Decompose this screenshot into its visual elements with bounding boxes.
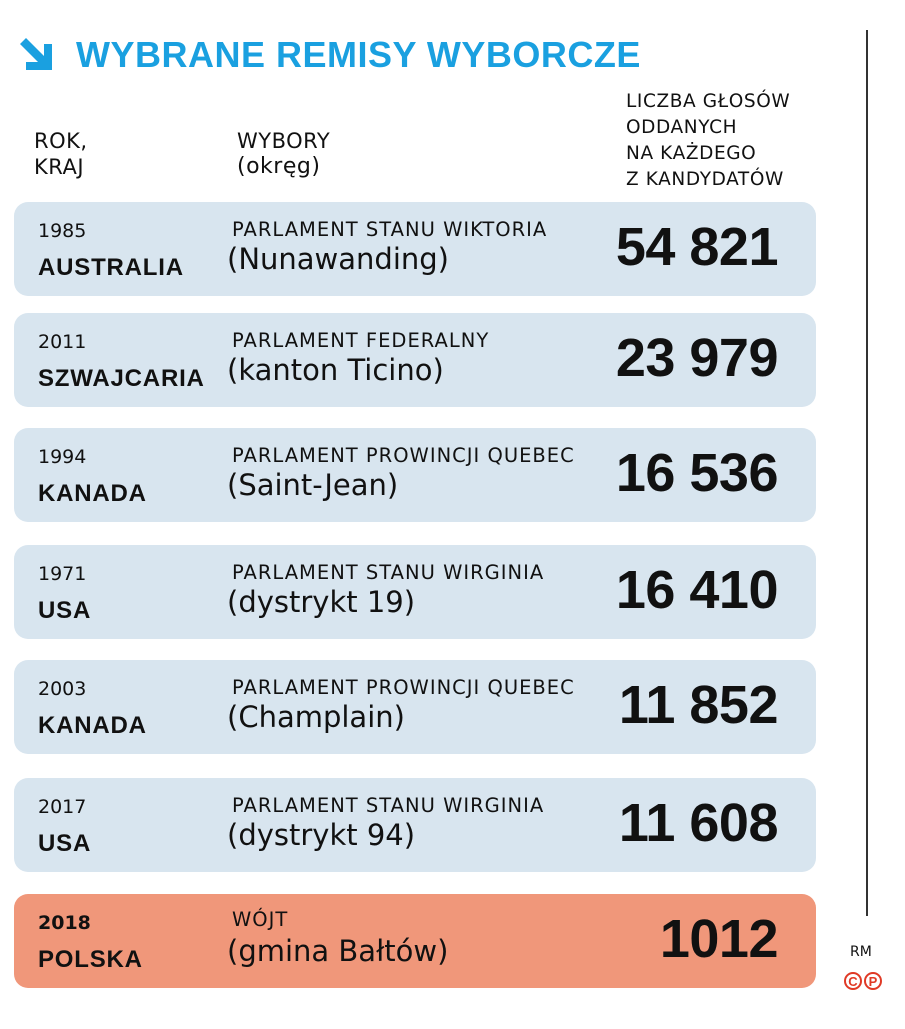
row-country: POLSKA — [38, 946, 143, 973]
row-district: (dystrykt 94) — [227, 818, 416, 852]
row-year: 2003 — [38, 678, 87, 700]
header-rok: ROK, — [34, 129, 88, 153]
row-district: (kanton Ticino) — [227, 353, 444, 387]
row-district: (gmina Bałtów) — [227, 934, 449, 968]
row-votes: 16 536 — [615, 443, 779, 503]
row-election: PARLAMENT STANU WIRGINIA — [232, 794, 545, 817]
row-year: 2011 — [38, 331, 87, 353]
header-rok-kraj: ROK, KRAJ — [34, 128, 88, 180]
table-row: 1994 KANADA PARLAMENT PROWINCJI QUEBEC (… — [14, 428, 816, 522]
row-country: SZWAJCARIA — [38, 365, 205, 392]
row-votes: 11 608 — [618, 793, 779, 853]
row-year: 1985 — [38, 220, 87, 242]
header-liczba: LICZBA GŁOSÓW ODDANYCH NA KAŻDEGO Z KAND… — [626, 89, 790, 193]
row-votes: 11 852 — [618, 675, 779, 735]
row-year: 1994 — [38, 446, 87, 468]
row-country: USA — [38, 830, 92, 857]
row-country: KANADA — [38, 480, 147, 507]
author-credit: RM — [850, 944, 872, 960]
copyright-c-icon: C — [844, 972, 862, 990]
row-votes: 1012 — [659, 909, 779, 969]
header-kraj: KRAJ — [34, 155, 85, 179]
header-wybory: WYBORY (okręg) — [237, 128, 330, 180]
header-okreg-label: (okręg) — [237, 154, 321, 179]
row-district: (Saint-Jean) — [227, 468, 399, 502]
row-district: (dystrykt 19) — [227, 585, 416, 619]
row-election: PARLAMENT FEDERALNY — [232, 329, 490, 352]
row-country: USA — [38, 597, 92, 624]
row-votes: 54 821 — [615, 217, 779, 277]
row-district: (Nunawanding) — [227, 242, 449, 276]
copyright-icons: C P — [844, 972, 882, 990]
row-year: 1971 — [38, 563, 87, 585]
row-election: WÓJT — [232, 908, 289, 931]
vertical-divider — [866, 30, 868, 916]
table-row: 1985 AUSTRALIA PARLAMENT STANU WIKTORIA … — [14, 202, 816, 296]
row-country: AUSTRALIA — [38, 254, 184, 281]
row-election: PARLAMENT PROWINCJI QUEBEC — [232, 444, 575, 467]
row-year: 2017 — [38, 796, 87, 818]
row-country: KANADA — [38, 712, 147, 739]
row-votes: 16 410 — [615, 560, 779, 620]
row-year: 2018 — [38, 912, 91, 934]
row-election: PARLAMENT STANU WIRGINIA — [232, 561, 545, 584]
table-row-highlight: 2018 POLSKA WÓJT (gmina Bałtów) 1012 — [14, 894, 816, 988]
header-liczba-line: NA KAŻDEGO — [626, 143, 757, 164]
table-row: 2003 KANADA PARLAMENT PROWINCJI QUEBEC (… — [14, 660, 816, 754]
row-election: PARLAMENT PROWINCJI QUEBEC — [232, 676, 575, 699]
title-row: WYBRANE REMISY WYBORCZE — [18, 30, 641, 80]
row-district: (Champlain) — [227, 700, 405, 734]
row-election: PARLAMENT STANU WIKTORIA — [232, 218, 548, 241]
header-liczba-line: LICZBA GŁOSÓW — [626, 91, 791, 112]
row-votes: 23 979 — [615, 328, 779, 388]
table-row: 2017 USA PARLAMENT STANU WIRGINIA (dystr… — [14, 778, 816, 872]
header-wybory-label: WYBORY — [237, 129, 331, 153]
table-row: 1971 USA PARLAMENT STANU WIRGINIA (dystr… — [14, 545, 816, 639]
header-liczba-line: Z KANDYDATÓW — [626, 169, 784, 190]
page-title: WYBRANE REMISY WYBORCZE — [76, 34, 641, 75]
copyright-p-icon: P — [864, 972, 882, 990]
table-row: 2011 SZWAJCARIA PARLAMENT FEDERALNY (kan… — [14, 313, 816, 407]
header-liczba-line: ODDANYCH — [626, 117, 738, 138]
arrow-down-right-icon — [20, 38, 52, 70]
